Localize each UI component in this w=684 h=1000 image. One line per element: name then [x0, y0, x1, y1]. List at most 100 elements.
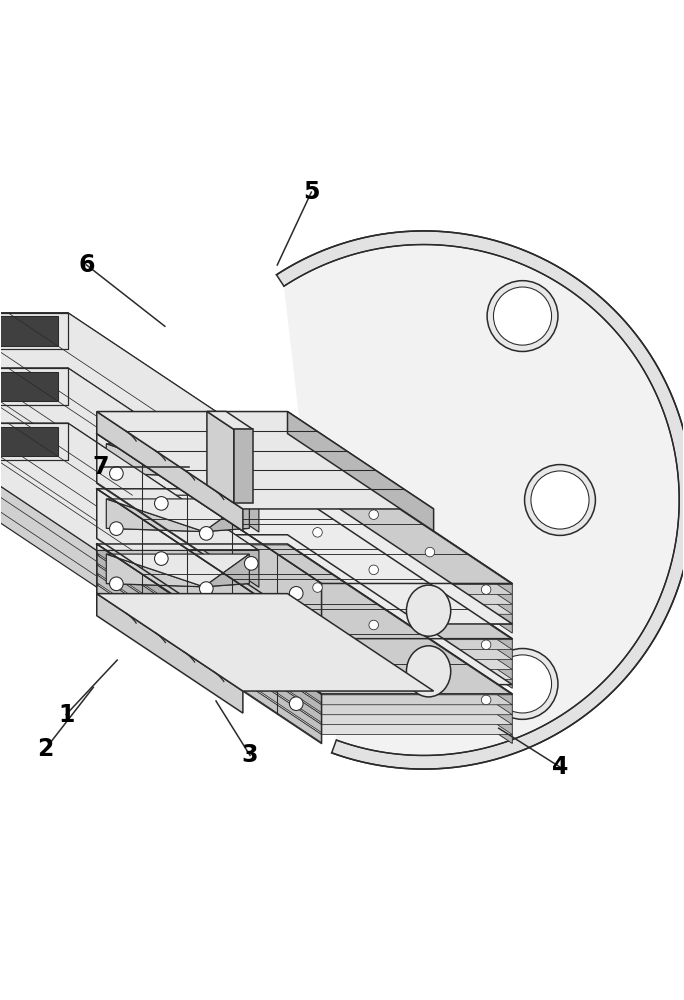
- Polygon shape: [96, 555, 321, 713]
- Polygon shape: [0, 313, 96, 477]
- Polygon shape: [106, 473, 250, 476]
- Circle shape: [289, 697, 303, 710]
- Circle shape: [313, 528, 322, 537]
- Polygon shape: [96, 474, 321, 642]
- Polygon shape: [96, 435, 512, 584]
- Ellipse shape: [406, 646, 451, 697]
- Circle shape: [487, 281, 558, 351]
- Circle shape: [493, 287, 551, 345]
- Circle shape: [482, 585, 491, 594]
- Polygon shape: [0, 372, 58, 401]
- Text: 5: 5: [303, 180, 319, 204]
- Ellipse shape: [406, 585, 451, 636]
- Polygon shape: [96, 490, 512, 640]
- Circle shape: [369, 620, 378, 630]
- Polygon shape: [96, 545, 321, 703]
- Polygon shape: [0, 368, 96, 532]
- Polygon shape: [106, 554, 250, 587]
- Polygon shape: [96, 464, 321, 622]
- Polygon shape: [96, 545, 512, 695]
- Text: 3: 3: [241, 743, 259, 767]
- Circle shape: [155, 607, 168, 621]
- Polygon shape: [96, 445, 512, 594]
- Circle shape: [482, 640, 491, 650]
- Polygon shape: [96, 464, 512, 614]
- Circle shape: [244, 557, 258, 570]
- Polygon shape: [96, 575, 321, 733]
- Text: 2: 2: [38, 737, 54, 761]
- Polygon shape: [96, 594, 243, 713]
- Circle shape: [493, 655, 551, 713]
- Circle shape: [155, 552, 168, 565]
- Polygon shape: [96, 575, 512, 725]
- Polygon shape: [0, 316, 58, 346]
- Polygon shape: [207, 411, 234, 503]
- Polygon shape: [96, 530, 321, 687]
- Polygon shape: [96, 474, 321, 632]
- Circle shape: [425, 547, 434, 557]
- Polygon shape: [68, 368, 259, 532]
- Polygon shape: [0, 427, 58, 456]
- Circle shape: [155, 497, 168, 510]
- Polygon shape: [106, 584, 250, 587]
- Polygon shape: [96, 520, 321, 677]
- Polygon shape: [96, 490, 321, 648]
- Polygon shape: [96, 445, 321, 602]
- Polygon shape: [287, 412, 434, 531]
- Circle shape: [369, 565, 378, 575]
- Polygon shape: [68, 423, 259, 587]
- Circle shape: [313, 472, 322, 482]
- Polygon shape: [0, 368, 259, 495]
- Polygon shape: [106, 554, 204, 587]
- Polygon shape: [96, 535, 512, 685]
- Circle shape: [289, 587, 303, 600]
- Polygon shape: [68, 313, 259, 477]
- Polygon shape: [96, 535, 321, 703]
- Circle shape: [200, 637, 213, 651]
- Polygon shape: [96, 500, 512, 650]
- Circle shape: [487, 649, 558, 719]
- Circle shape: [425, 658, 434, 667]
- Polygon shape: [287, 489, 512, 688]
- Polygon shape: [0, 313, 259, 440]
- Polygon shape: [96, 474, 512, 624]
- Circle shape: [289, 642, 303, 655]
- Circle shape: [525, 465, 595, 535]
- Polygon shape: [0, 423, 96, 587]
- Text: 6: 6: [78, 253, 95, 277]
- Circle shape: [109, 577, 123, 591]
- Circle shape: [425, 603, 434, 612]
- Polygon shape: [106, 499, 204, 532]
- Polygon shape: [96, 555, 512, 705]
- Circle shape: [482, 695, 491, 705]
- Polygon shape: [96, 454, 321, 612]
- Text: 1: 1: [58, 703, 75, 727]
- Circle shape: [200, 527, 213, 540]
- Polygon shape: [204, 499, 250, 532]
- Polygon shape: [106, 444, 250, 476]
- Polygon shape: [96, 435, 321, 592]
- Circle shape: [313, 583, 322, 592]
- Polygon shape: [287, 434, 512, 633]
- Polygon shape: [96, 530, 512, 679]
- Polygon shape: [96, 585, 321, 743]
- Polygon shape: [204, 444, 250, 476]
- Polygon shape: [96, 510, 321, 667]
- Polygon shape: [204, 554, 250, 587]
- Polygon shape: [106, 444, 204, 476]
- Polygon shape: [106, 528, 250, 532]
- Polygon shape: [96, 594, 434, 691]
- Polygon shape: [276, 231, 684, 769]
- Polygon shape: [96, 474, 512, 624]
- Circle shape: [244, 612, 258, 625]
- Polygon shape: [96, 520, 512, 669]
- Polygon shape: [284, 245, 679, 755]
- Polygon shape: [96, 454, 512, 604]
- Circle shape: [200, 582, 213, 595]
- Circle shape: [369, 510, 378, 519]
- Polygon shape: [96, 565, 321, 723]
- Polygon shape: [234, 429, 253, 503]
- Circle shape: [244, 667, 258, 681]
- Text: 4: 4: [552, 755, 568, 779]
- Polygon shape: [287, 544, 512, 744]
